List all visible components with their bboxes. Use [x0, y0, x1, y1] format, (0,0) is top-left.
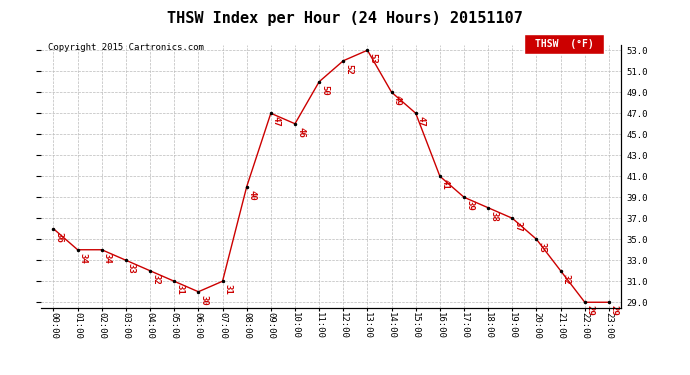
- Text: 47: 47: [417, 116, 426, 127]
- Text: 35: 35: [538, 242, 546, 253]
- Text: 52: 52: [344, 63, 353, 74]
- Text: 31: 31: [175, 284, 184, 295]
- Text: 50: 50: [320, 84, 329, 95]
- Text: 29: 29: [586, 305, 595, 316]
- Text: 49: 49: [393, 95, 402, 106]
- Text: 37: 37: [513, 221, 522, 232]
- Text: 34: 34: [103, 252, 112, 263]
- Text: 31: 31: [224, 284, 233, 295]
- Text: Copyright 2015 Cartronics.com: Copyright 2015 Cartronics.com: [48, 43, 204, 52]
- Text: THSW  (°F): THSW (°F): [535, 39, 593, 49]
- Text: 32: 32: [562, 273, 571, 284]
- Text: 29: 29: [610, 305, 619, 316]
- Text: 32: 32: [151, 273, 160, 284]
- Text: 40: 40: [248, 189, 257, 200]
- Text: 33: 33: [127, 263, 136, 274]
- Text: 41: 41: [441, 179, 450, 190]
- Text: 39: 39: [465, 200, 474, 211]
- Text: 46: 46: [296, 126, 305, 137]
- Text: 47: 47: [272, 116, 281, 127]
- Text: 38: 38: [489, 210, 498, 221]
- Text: 30: 30: [199, 294, 208, 305]
- Text: 53: 53: [368, 53, 377, 64]
- Text: 34: 34: [79, 252, 88, 263]
- Text: 36: 36: [55, 231, 63, 242]
- Text: THSW Index per Hour (24 Hours) 20151107: THSW Index per Hour (24 Hours) 20151107: [167, 11, 523, 26]
